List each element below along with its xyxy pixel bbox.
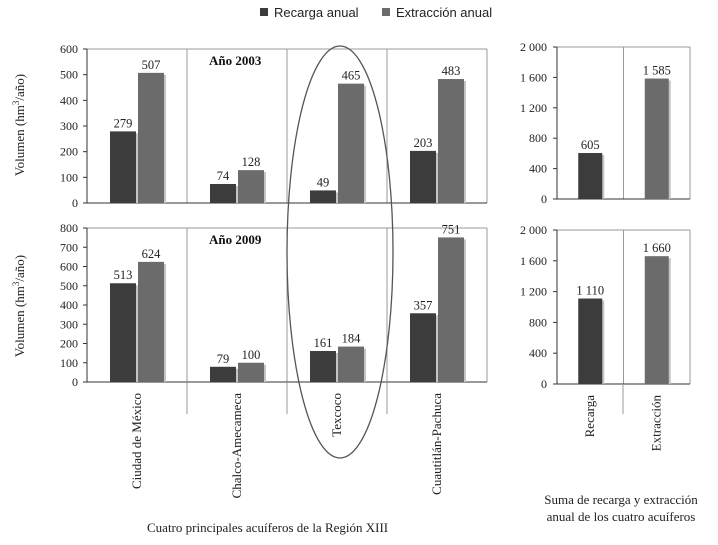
chart-2003-bar-extraccion <box>138 72 164 204</box>
sum-2003-ytick-label: 0 <box>541 192 547 206</box>
category-label: Texcoco <box>329 393 344 437</box>
category-labels: Ciudad de México Chalco-Amecameca Texcoco C… <box>129 382 664 498</box>
side-caption-line-1: Suma de recarga y extracción <box>544 492 698 507</box>
sum-2003-data-label: 1 585 <box>643 64 671 78</box>
chart-2003-data-label: 49 <box>317 175 330 189</box>
chart-2009-ytick-label: 600 <box>60 260 78 274</box>
texcoco-highlight-ellipse <box>286 45 394 459</box>
sum-2009-ytick-label: 800 <box>529 315 547 329</box>
side-caption-line-2: anual de los cuatro acuíferos <box>547 509 696 524</box>
legend-swatch-extraccion <box>382 8 390 16</box>
sum-2009-data-label: 1 110 <box>576 284 604 298</box>
chart-2003-data-label: 507 <box>142 58 161 72</box>
sum-2009-bar-extraccion <box>644 256 669 384</box>
chart-2003-ytick-label: 600 <box>60 42 78 56</box>
legend-swatch-recarga <box>260 8 268 16</box>
chart-2009-data-label: 513 <box>114 268 133 282</box>
chart-2009-ytick-label: 300 <box>60 317 78 331</box>
chart-2009-ytick-label: 100 <box>60 356 78 370</box>
sum-category-label: Extracción <box>649 395 664 452</box>
chart-2009-bar-extraccion <box>238 362 264 382</box>
sum-2009-ytick-label: 400 <box>529 346 547 360</box>
chart-2003-data-label: 128 <box>242 155 261 169</box>
sum-2003-ytick-label: 1 600 <box>520 70 547 84</box>
chart-2009-ytick-label: 400 <box>60 298 78 312</box>
sum-2003-ytick-label: 400 <box>529 162 547 176</box>
chart-2009-data-label: 100 <box>242 348 261 362</box>
sum-2009-ytick-label: 1 200 <box>520 285 547 299</box>
sum-2003-ytick-label: 1 200 <box>520 101 547 115</box>
chart-2003-bar-recarga <box>410 150 436 203</box>
chart-2003-bar-recarga <box>210 184 236 203</box>
sum-2009-bar-recarga <box>578 298 603 384</box>
chart-2003-ytick-label: 400 <box>60 93 78 107</box>
sum-2009-data-label: 1 660 <box>643 241 671 255</box>
chart-2003-data-label: 203 <box>414 136 433 150</box>
sum-2003-ytick-label: 800 <box>529 131 547 145</box>
chart-2009-bar-recarga <box>110 283 136 382</box>
chart-title-2003: Año 2003 <box>209 53 262 68</box>
chart-2009-bar-extraccion <box>338 346 364 382</box>
chart-2009-data-label: 161 <box>314 336 333 350</box>
chart-sum-2003: 0 400 800 1 200 1 600 2 000 605 1 585 <box>520 40 691 206</box>
legend-label-extraccion: Extracción anual <box>396 5 492 20</box>
chart-2009-bar-recarga <box>410 313 436 382</box>
chart-2003-bar-extraccion <box>438 79 464 203</box>
chart-2003-ytick-label: 500 <box>60 68 78 82</box>
chart-2009-bar-extraccion <box>138 261 164 382</box>
chart-2009-ytick-label: 200 <box>60 337 78 351</box>
sum-2009-ytick-label: 0 <box>541 377 547 391</box>
chart-2009-data-label: 624 <box>142 247 162 261</box>
chart-2003-ytick-label: 200 <box>60 145 78 159</box>
sum-2003-ytick-label: 2 000 <box>520 40 547 54</box>
chart-2009-bar-recarga <box>310 351 336 382</box>
chart-sum-2009: 0 400 800 1 200 1 600 2 000 1 110 1 660 <box>520 223 691 391</box>
ylabel-2009: Volumen (hm3/año) <box>11 255 27 357</box>
chart-2003-bar-recarga <box>310 190 336 203</box>
chart-2009-bar-extraccion <box>438 237 464 382</box>
legend-label-recarga: Recarga anual <box>274 5 359 20</box>
chart-2009-data-label: 79 <box>217 352 230 366</box>
x-axis-label: Cuatro principales acuíferos de la Regió… <box>147 520 388 535</box>
sum-2009-ytick-label: 2 000 <box>520 223 547 237</box>
chart-2003: 0 100 200 300 400 500 600 279 507 74 128 49 465 203 48… <box>60 42 488 210</box>
sum-2003-data-label: 605 <box>581 138 600 152</box>
chart-2009-bar-recarga <box>210 366 236 382</box>
chart-2009-data-label: 357 <box>414 298 433 312</box>
chart-2009-ytick-label: 0 <box>72 375 78 389</box>
sum-2009-ytick-label: 1 600 <box>520 254 547 268</box>
chart-2003-ytick-label: 300 <box>60 119 78 133</box>
category-label: Ciudad de México <box>129 393 144 489</box>
chart-2009-ytick-label: 800 <box>60 221 78 235</box>
category-label: Cuautitlán-Pachuca <box>429 393 444 495</box>
legend: Recarga anual Extracción anual <box>260 5 492 20</box>
chart-2003-data-label: 279 <box>114 116 133 130</box>
chart-2009-ytick-label: 700 <box>60 240 78 254</box>
sum-2003-bar-extraccion <box>644 78 669 199</box>
chart-2009-ytick-label: 500 <box>60 279 78 293</box>
ylabel-2003: Volumen (hm3/año) <box>11 74 27 176</box>
chart-2009: 0 100 200 300 400 500 600 700 800 513 624 79 100 161 1… <box>60 221 488 389</box>
chart-2009-data-label: 184 <box>342 332 362 346</box>
sum-2003-bar-recarga <box>578 153 603 199</box>
chart-2009-data-label: 751 <box>442 222 461 236</box>
chart-title-2009: Año 2009 <box>209 232 262 247</box>
chart-2003-ytick-label: 0 <box>72 196 78 210</box>
sum-category-label: Recarga <box>582 395 597 438</box>
chart-2003-ytick-label: 100 <box>60 170 78 184</box>
category-label: Chalco-Amecameca <box>229 393 244 499</box>
chart-2003-data-label: 74 <box>217 169 230 183</box>
chart-2003-data-label: 483 <box>442 64 461 78</box>
chart-2003-bar-extraccion <box>238 170 264 203</box>
chart-2003-bar-extraccion <box>338 83 364 203</box>
chart-2003-data-label: 465 <box>342 69 361 83</box>
chart-2003-bar-recarga <box>110 131 136 203</box>
